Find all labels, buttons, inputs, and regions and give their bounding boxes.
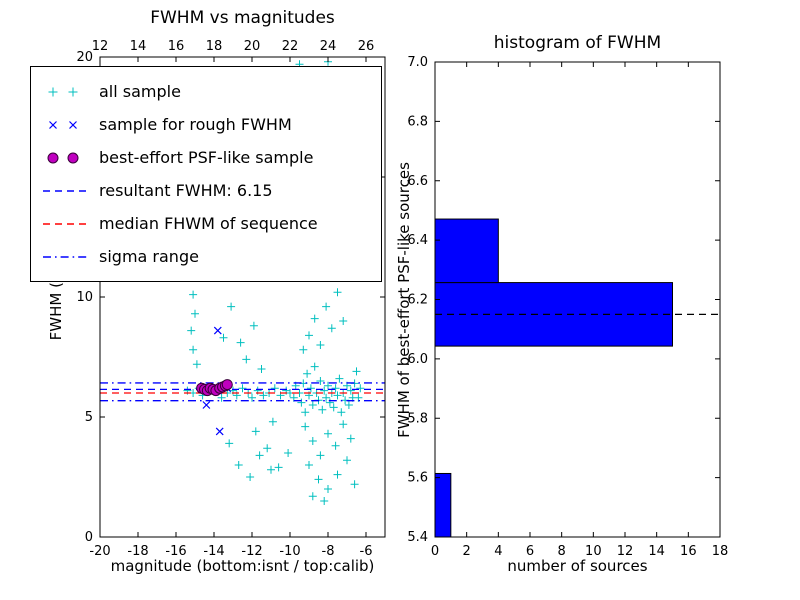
svg-text:14: 14 [648,544,665,559]
svg-text:0: 0 [85,530,93,545]
svg-text:-16: -16 [165,544,186,559]
rough-fwhm-x-marker-icon [49,120,77,129]
svg-text:2: 2 [463,544,471,559]
histogram-bar [434,472,452,538]
svg-text:22: 22 [282,39,299,54]
legend-label: sample for rough FWHM [99,115,292,134]
histogram-title: histogram of FWHM [493,33,662,53]
svg-text:6: 6 [526,544,534,559]
svg-text:12: 12 [617,544,634,559]
svg-text:-20: -20 [89,544,110,559]
svg-text:6.4: 6.4 [407,233,428,248]
svg-text:5: 5 [85,410,93,425]
svg-text:6.2: 6.2 [407,293,428,308]
histogram-ylabel: FWHM of best-effort PSF-like sources [395,162,413,438]
legend-item: resultant FWHM: 6.15 [41,174,371,207]
histogram-bar [434,282,673,347]
histogram-bar [434,218,499,284]
sigma-range-line-icon [43,255,87,258]
scatter-xlabel: magnitude (bottom:isnt / top:calib) [110,557,375,575]
legend-label: all sample [99,82,181,101]
svg-text:-12: -12 [241,544,262,559]
legend-item: median FHWM of sequence [41,207,371,240]
svg-text:5.8: 5.8 [407,411,428,426]
legend-item: all sample [41,75,371,108]
svg-text:16: 16 [168,39,185,54]
svg-text:0: 0 [431,544,439,559]
svg-text:6.8: 6.8 [407,114,428,129]
legend-item: sample for rough FWHM [41,108,371,141]
svg-text:18: 18 [206,39,223,54]
svg-text:20: 20 [244,39,261,54]
legend-item: best-effort PSF-like sample [41,141,371,174]
histogram-axes: 0 2 4 6 8 10 12 14 16 18 5.4 5.6 5.8 6.0 6.2 6.4 6.6 6.8 7… [407,55,728,559]
all-sample-plus-marker-icon [48,87,78,96]
scatter-title: FWHM vs magnitudes [150,8,335,28]
svg-text:10: 10 [585,544,602,559]
psf-sample-points [196,379,233,397]
svg-text:16: 16 [680,544,697,559]
svg-text:10: 10 [76,290,93,305]
svg-text:5.4: 5.4 [407,530,428,545]
median-fwhm-line-icon [43,222,87,225]
svg-text:7.0: 7.0 [407,55,428,70]
histogram-bars [434,218,673,538]
svg-text:-18: -18 [127,544,148,559]
svg-text:6.6: 6.6 [407,174,428,189]
svg-text:6.0: 6.0 [407,352,428,367]
legend-item: sigma range [41,240,371,273]
svg-text:12: 12 [92,39,109,54]
histogram-xlabel: number of sources [507,557,648,575]
legend-label: resultant FWHM: 6.15 [99,181,273,200]
svg-text:20: 20 [76,50,93,65]
legend: all sample sample for rough FWHM best-ef… [30,66,382,282]
svg-text:18: 18 [712,544,729,559]
svg-text:26: 26 [358,39,375,54]
svg-text:14: 14 [130,39,147,54]
resultant-fwhm-line-icon [43,189,87,192]
svg-text:-14: -14 [203,544,224,559]
svg-text:5.6: 5.6 [407,471,428,486]
svg-text:24: 24 [320,39,337,54]
legend-label: median FHWM of sequence [99,214,318,233]
svg-text:-10: -10 [279,544,300,559]
svg-text:8: 8 [558,544,566,559]
legend-label: best-effort PSF-like sample [99,148,314,167]
psf-sample-circle-marker-icon [47,152,79,163]
svg-text:-6: -6 [360,544,373,559]
legend-label: sigma range [99,247,199,266]
svg-text:4: 4 [494,544,502,559]
svg-text:-8: -8 [322,544,335,559]
